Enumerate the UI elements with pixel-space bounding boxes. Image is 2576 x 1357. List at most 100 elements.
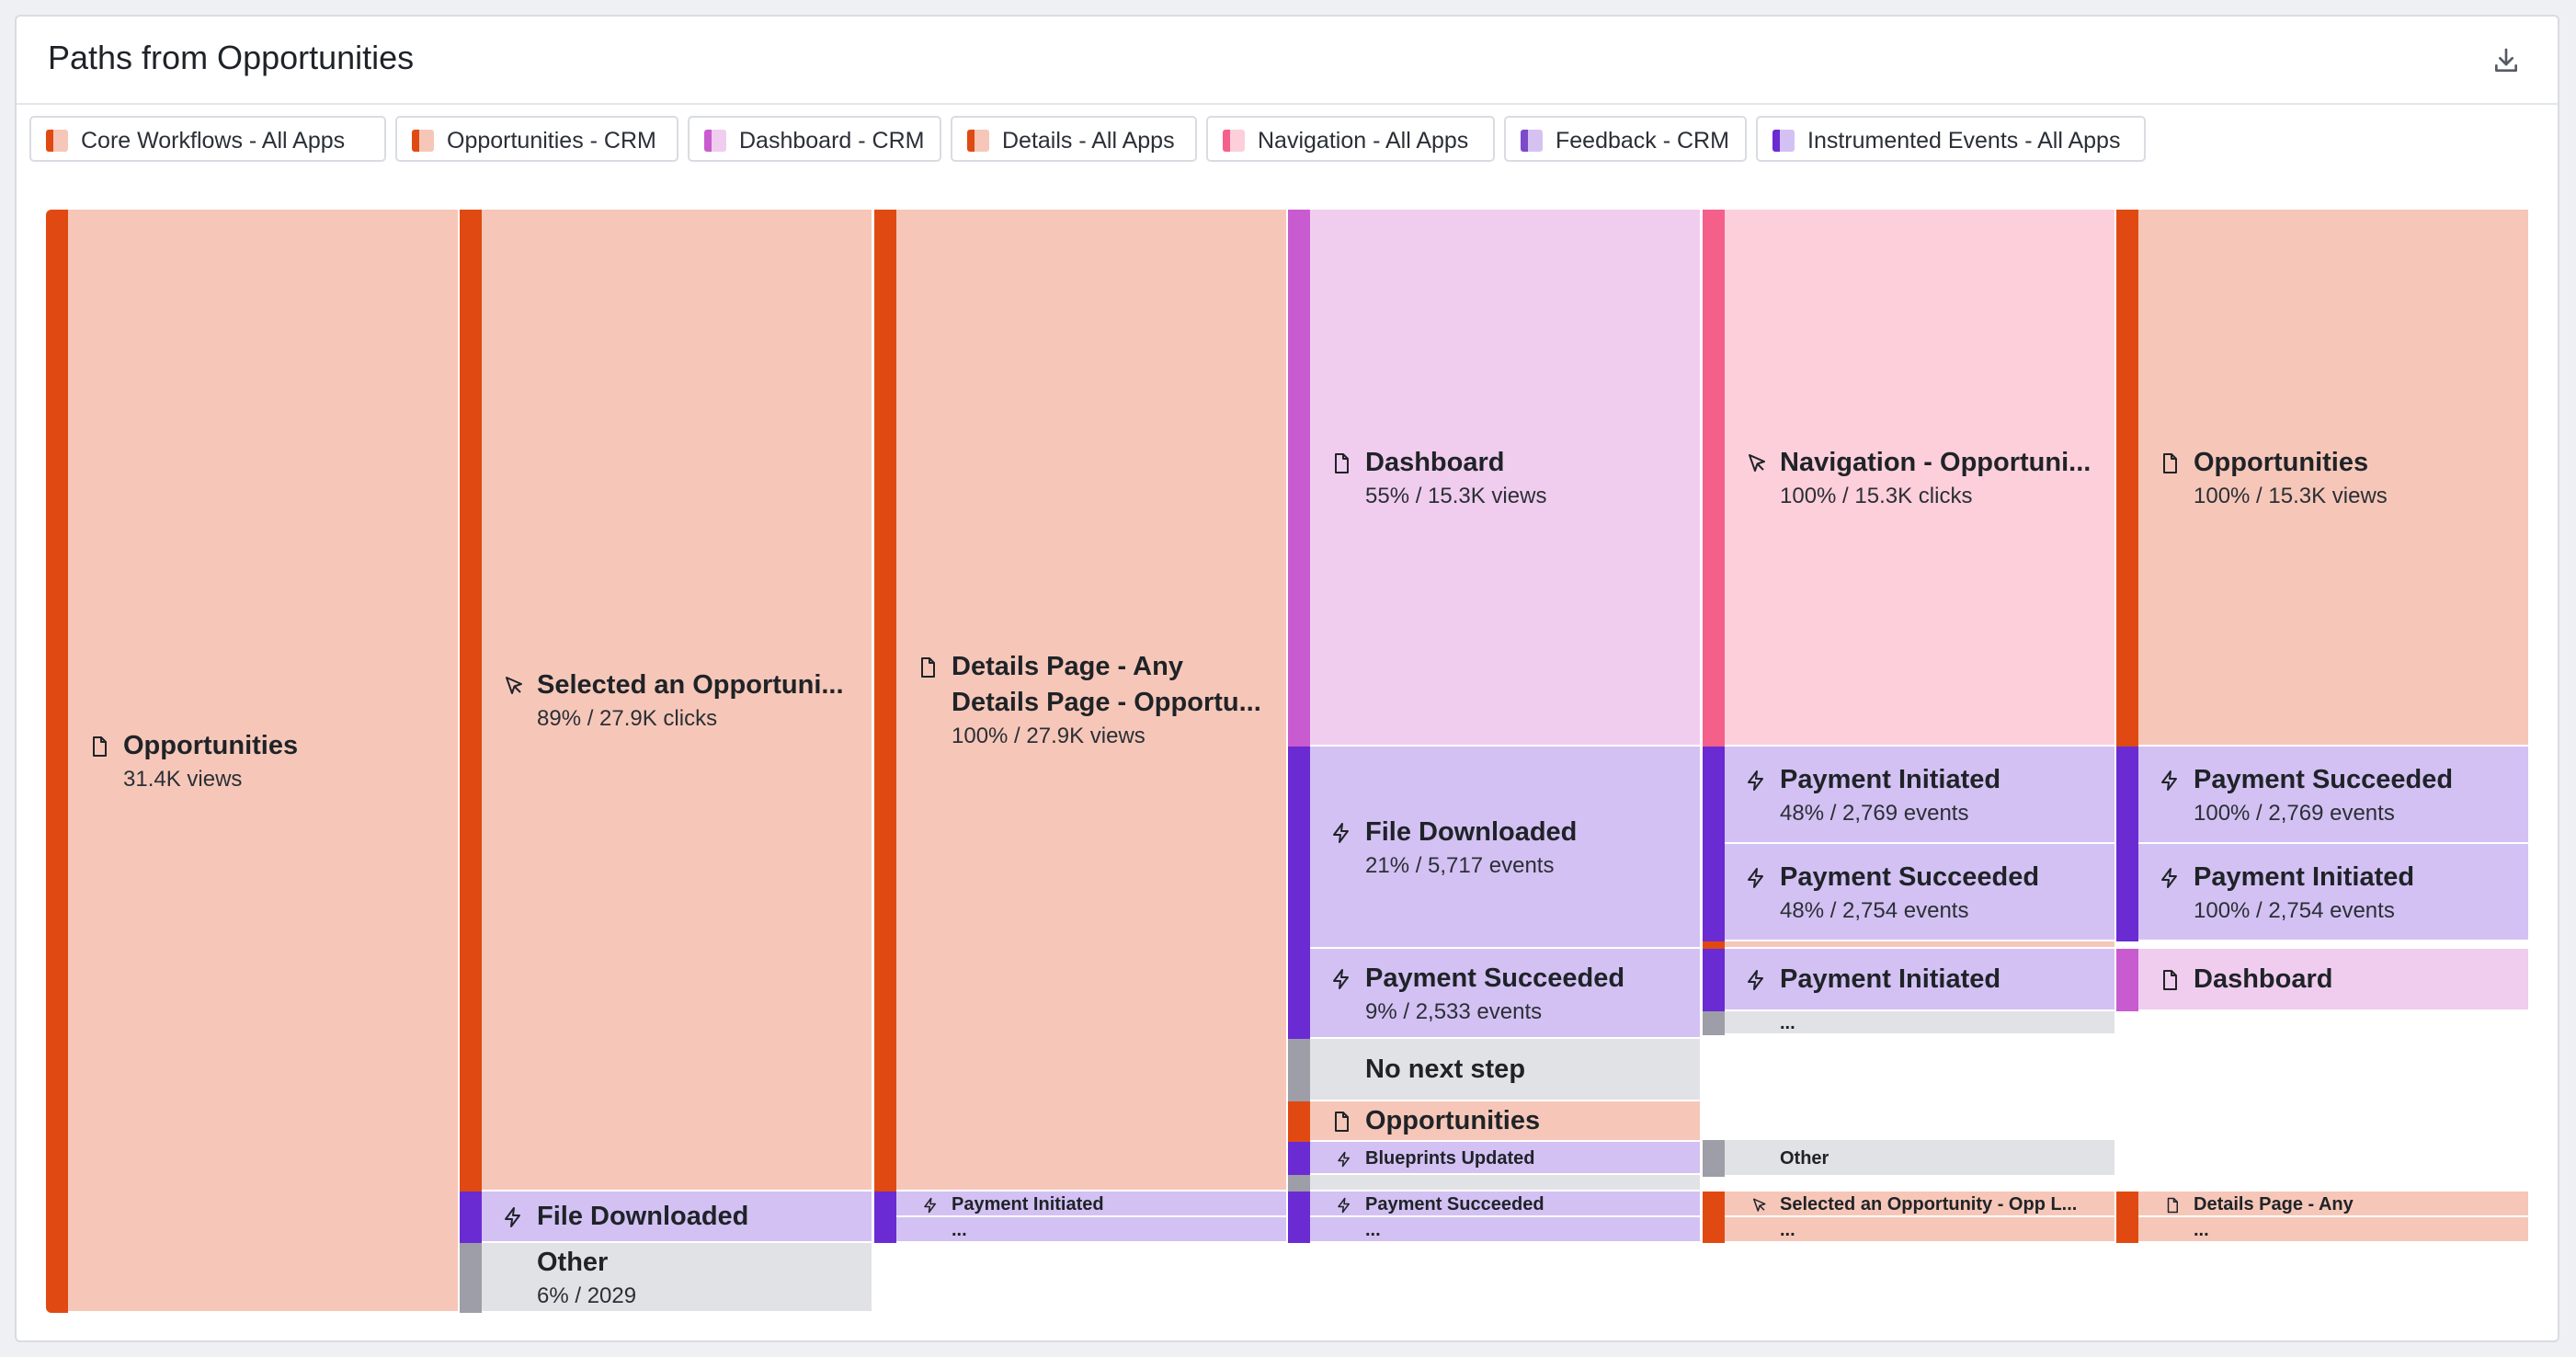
path-node[interactable]: Selected an Opportunity - Opp L...	[1703, 1192, 2114, 1217]
node-color-bar	[460, 1243, 482, 1313]
download-button[interactable]	[2486, 40, 2526, 81]
bolt-icon	[1745, 867, 1767, 889]
node-stat: 6% / 2029	[537, 1283, 637, 1309]
bolt-icon	[2159, 867, 2181, 889]
node-name: Details Page - Any	[952, 652, 1183, 681]
path-node[interactable]: Other 6% / 2029	[460, 1243, 872, 1313]
page-icon	[88, 736, 110, 758]
path-node[interactable]: Payment Succeeded 48% / 2,754 events	[1703, 844, 2114, 941]
node-color-bar	[1703, 1140, 1725, 1177]
bolt-icon	[1745, 770, 1767, 792]
legend-label: Instrumented Events - All Apps	[1807, 128, 2121, 154]
bolt-icon	[922, 1197, 939, 1214]
path-node[interactable]: Selected an Opportuni... 89% / 27.9K clic…	[460, 210, 872, 1192]
legend-label: Navigation - All Apps	[1258, 128, 1469, 154]
path-node[interactable]: ...	[1703, 1011, 2114, 1035]
legend-chip[interactable]: Navigation - All Apps	[1206, 116, 1495, 162]
page-icon	[1330, 452, 1352, 474]
node-color-bar	[46, 210, 68, 1313]
path-node[interactable]: ...	[874, 1217, 1286, 1243]
node-color-bar	[1703, 1217, 1725, 1243]
path-node[interactable]: Payment Initiated	[874, 1192, 1286, 1217]
path-node[interactable]	[1288, 1175, 1700, 1192]
node-name: Payment Initiated	[2194, 862, 2415, 892]
node-stat: 48% / 2,754 events	[1780, 898, 1969, 924]
node-name-secondary: Details Page - Opportu...	[952, 688, 1261, 718]
path-node[interactable]: Details Page - Any	[2116, 1192, 2528, 1217]
legend-label: Feedback - CRM	[1556, 128, 1729, 154]
page-icon	[2159, 969, 2181, 991]
node-color-bar	[2116, 949, 2138, 1011]
legend-chip[interactable]: Dashboard - CRM	[688, 116, 941, 162]
path-node[interactable]: Payment Succeeded 9% / 2,533 events	[1288, 949, 1700, 1039]
path-node[interactable]: File Downloaded	[460, 1192, 872, 1243]
path-node[interactable]: Payment Initiated 100% / 2,754 events	[2116, 844, 2528, 941]
bolt-icon	[502, 1206, 524, 1228]
node-name: Opportunities	[2194, 448, 2369, 477]
node-stat: 89% / 27.9K clicks	[537, 706, 718, 732]
node-stat: 48% / 2,769 events	[1780, 801, 1969, 827]
node-color-bar	[2116, 1217, 2138, 1243]
path-node[interactable]: File Downloaded 21% / 5,717 events	[1288, 747, 1700, 949]
node-stat: 100% / 27.9K views	[952, 724, 1146, 749]
node-name: Payment Succeeded	[2194, 765, 2454, 794]
path-node[interactable]: Payment Succeeded	[1288, 1192, 1700, 1217]
path-node[interactable]: Opportunities 31.4K views	[46, 210, 458, 1313]
path-node[interactable]: Payment Initiated 48% / 2,769 events	[1703, 747, 2114, 844]
node-color-bar	[1288, 1101, 1310, 1142]
path-node[interactable]: ...	[1703, 1217, 2114, 1243]
node-color-bar	[2116, 844, 2138, 941]
path-node[interactable]: Navigation - Opportuni... 100% / 15.3K cl…	[1703, 210, 2114, 747]
node-stat: 100% / 2,769 events	[2194, 801, 2395, 827]
panel-title: Paths from Opportunities	[48, 39, 415, 76]
path-node[interactable]	[1703, 941, 2114, 949]
node-color-bar	[1703, 1011, 1725, 1035]
legend-swatch	[46, 130, 68, 152]
node-color-bar	[2116, 1192, 2138, 1217]
path-node[interactable]: Opportunities 100% / 15.3K views	[2116, 210, 2528, 747]
node-name: No next step	[1365, 1055, 1526, 1084]
page-icon	[2159, 452, 2181, 474]
page-icon	[917, 656, 939, 678]
path-node[interactable]: Dashboard 55% / 15.3K views	[1288, 210, 1700, 747]
bolt-icon	[1336, 1151, 1352, 1168]
legend-chip[interactable]: Feedback - CRM	[1504, 116, 1747, 162]
path-node[interactable]: Payment Initiated	[1703, 949, 2114, 1011]
node-color-bar	[1288, 949, 1310, 1039]
legend-chip[interactable]: Core Workflows - All Apps	[29, 116, 386, 162]
legend-chip[interactable]: Details - All Apps	[951, 116, 1197, 162]
node-stat: 21% / 5,717 events	[1365, 853, 1555, 879]
path-node[interactable]: Opportunities	[1288, 1101, 1700, 1142]
node-color-bar	[1288, 1142, 1310, 1175]
bolt-icon	[1745, 969, 1767, 991]
bolt-icon	[2159, 770, 2181, 792]
legend-chip[interactable]: Instrumented Events - All Apps	[1756, 116, 2146, 162]
path-node[interactable]: Dashboard	[2116, 949, 2528, 1011]
node-name: Opportunities	[1365, 1106, 1541, 1135]
node-name: ...	[1780, 1013, 1795, 1033]
path-node[interactable]: Details Page - Any Details Page - Opportu…	[874, 210, 1286, 1192]
legend-label: Details - All Apps	[1002, 128, 1175, 154]
node-name: ...	[952, 1220, 967, 1240]
path-node[interactable]: ...	[2116, 1217, 2528, 1243]
panel-header: Paths from Opportunities	[17, 17, 2558, 105]
node-color-bar	[874, 1192, 896, 1217]
path-node[interactable]: No next step	[1288, 1039, 1700, 1101]
path-node[interactable]: ...	[1288, 1217, 1700, 1243]
legend-chip[interactable]: Opportunities - CRM	[395, 116, 678, 162]
legend-swatch	[967, 130, 989, 152]
node-name: Dashboard	[1365, 448, 1505, 477]
node-color-bar	[2116, 747, 2138, 844]
cursor-icon	[1745, 452, 1767, 474]
path-node[interactable]: Blueprints Updated	[1288, 1142, 1700, 1175]
path-node[interactable]: Payment Succeeded 100% / 2,769 events	[2116, 747, 2528, 844]
node-name: Payment Initiated	[1780, 765, 2001, 794]
path-node[interactable]: Other	[1703, 1140, 2114, 1177]
legend-swatch	[1223, 130, 1245, 152]
download-icon	[2495, 48, 2517, 72]
node-name: ...	[2194, 1220, 2209, 1240]
node-color-bar	[874, 1217, 896, 1243]
legend-swatch	[1521, 130, 1543, 152]
bolt-icon	[1330, 968, 1352, 990]
